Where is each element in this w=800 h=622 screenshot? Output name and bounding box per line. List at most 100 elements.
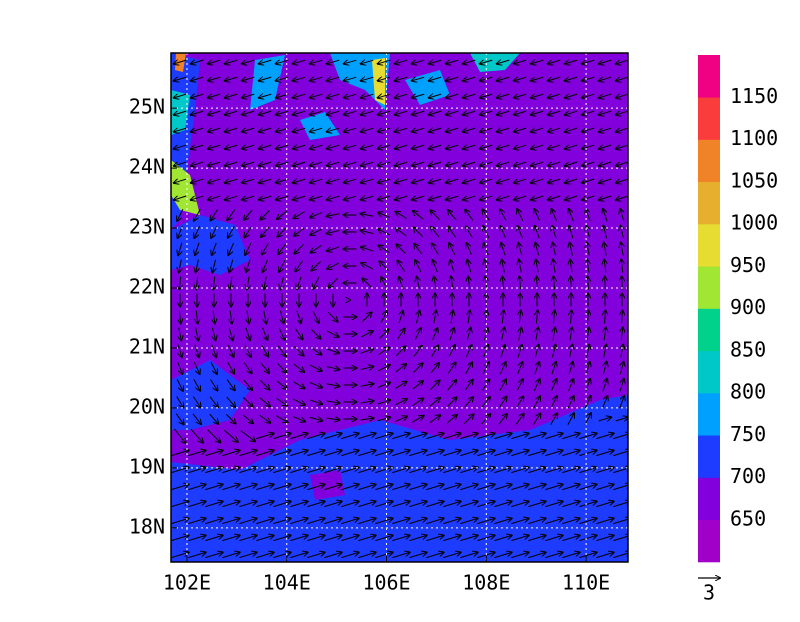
wind-arrow (562, 433, 579, 440)
wind-arrow (259, 60, 272, 64)
wind-arrow (429, 145, 442, 149)
colorbar-label: 950 (730, 253, 766, 277)
wind-arrow (171, 501, 188, 508)
wind-arrow (239, 501, 256, 508)
wind-arrow (292, 398, 305, 405)
grid (171, 53, 628, 562)
y-tick-label: 25N (129, 95, 165, 119)
wind-arrow (264, 276, 267, 290)
wind-arrow (536, 328, 538, 341)
wind-arrow (514, 60, 527, 64)
wind-arrow (194, 225, 201, 238)
wind-arrow (582, 195, 595, 200)
wind-arrow (375, 552, 392, 559)
wind-arrow (375, 467, 392, 474)
wind-arrow (225, 94, 238, 98)
wind-arrow (310, 179, 323, 183)
wind-arrow (242, 94, 255, 98)
x-tick-label: 106E (362, 571, 410, 595)
wind-arrow (261, 345, 269, 356)
wind-arrow (205, 501, 222, 508)
wind-arrow (259, 162, 272, 166)
wind-arrow (409, 535, 426, 542)
wind-arrow (375, 450, 392, 457)
wind-arrow (256, 501, 273, 508)
wind-arrow (259, 128, 272, 132)
wind-arrow (596, 433, 613, 440)
wind-arrow (307, 518, 324, 525)
wind-arrow (395, 94, 408, 98)
wind-arrow (210, 379, 218, 390)
wind-arrow (378, 111, 391, 115)
wind-arrow (531, 128, 544, 132)
wind-arrow (297, 276, 302, 289)
wind-arrow (414, 328, 421, 341)
wind-arrow (278, 243, 287, 254)
wind-arrow (326, 366, 340, 369)
wind-arrow (536, 311, 537, 324)
wind-arrow (514, 162, 527, 166)
x-tick-label: 104E (263, 571, 311, 595)
y-tick-label: 22N (129, 275, 165, 299)
wind-arrow (205, 535, 222, 542)
wind-arrow (480, 145, 493, 149)
wind-arrow (242, 162, 255, 166)
wind-arrow (392, 552, 409, 559)
wind-arrow (242, 128, 255, 132)
wind-arrow (273, 501, 290, 508)
wind-arrow (309, 382, 322, 388)
wind-arrow (497, 77, 510, 81)
wind-arrow (570, 328, 572, 341)
wind-arrow (548, 145, 561, 149)
wind-arrow (326, 418, 340, 420)
wind-arrow (553, 260, 555, 273)
wind-arrow (358, 484, 375, 491)
wind-arrow (499, 379, 506, 391)
wind-arrow (494, 552, 511, 559)
wind-arrow (501, 243, 506, 256)
wind-arrow (292, 415, 305, 421)
wind-arrow (587, 243, 590, 256)
wind-arrow (552, 345, 555, 358)
wind-arrow (550, 396, 557, 409)
wind-arrow (341, 518, 358, 525)
wind-arrow (586, 362, 590, 375)
wind-arrow (494, 433, 511, 440)
wind-arrow (213, 276, 215, 290)
wind-arrow (511, 518, 528, 525)
wind-arrow (464, 380, 473, 391)
wind-arrow (548, 195, 561, 200)
wind-arrow (484, 260, 487, 273)
wind-arrow (531, 111, 544, 115)
wind-arrow (494, 535, 511, 542)
wind-arrow (307, 450, 324, 457)
wind-arrow (494, 518, 511, 525)
wind-arrow (395, 145, 408, 149)
wind-arrow (499, 362, 505, 375)
wind-arrow (377, 417, 390, 421)
wind-arrow (310, 77, 323, 81)
wind-arrow (460, 484, 477, 491)
wind-arrow (228, 226, 235, 237)
wind-arrow (174, 77, 187, 81)
wind-arrow (174, 145, 187, 149)
wind-arrow (545, 535, 562, 542)
wind-arrow (511, 484, 528, 491)
wind-arrow (326, 401, 340, 403)
wind-arrow (443, 501, 460, 508)
wind-arrow (360, 331, 373, 338)
wind-arrow (565, 178, 578, 183)
wind-arrow (463, 77, 476, 81)
wind-arrow (259, 414, 271, 423)
wind-arrow (429, 398, 440, 407)
wind-arrow (293, 381, 304, 389)
wind-arrow (426, 518, 443, 525)
wind-arrow (528, 433, 545, 440)
wind-arrow (409, 433, 426, 440)
wind-arrow (395, 364, 406, 373)
wind-arrow (276, 196, 289, 200)
wind-arrow (205, 484, 222, 491)
wind-arrow (399, 277, 404, 290)
wind-arrow (412, 381, 423, 390)
wind-arrow (378, 145, 391, 149)
